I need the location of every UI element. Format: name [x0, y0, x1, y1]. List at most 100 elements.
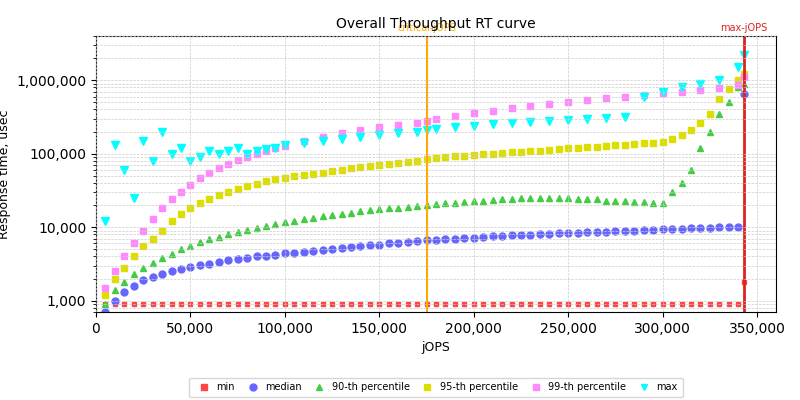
- 99-th percentile: [526, 103, 535, 108]
- max: [101, 219, 110, 224]
- max: [545, 118, 554, 123]
- max: [138, 138, 148, 143]
- max: [602, 115, 611, 120]
- 95-th percentile: [739, 72, 749, 77]
- 99-th percentile: [450, 114, 460, 118]
- 90-th percentile: [223, 232, 233, 237]
- max: [563, 117, 573, 122]
- 99-th percentile: [658, 91, 667, 96]
- 99-th percentile: [186, 182, 195, 187]
- 99-th percentile: [506, 106, 516, 110]
- 90-th percentile: [186, 243, 195, 248]
- max: [119, 168, 129, 172]
- 99-th percentile: [252, 151, 262, 156]
- max: [450, 125, 460, 130]
- 99-th percentile: [696, 88, 706, 92]
- 99-th percentile: [166, 197, 176, 202]
- 99-th percentile: [677, 89, 686, 94]
- max: [639, 94, 649, 99]
- 99-th percentile: [394, 122, 403, 127]
- Line: min: min: [103, 280, 746, 306]
- median: [309, 248, 318, 253]
- Text: max-jOPS: max-jOPS: [720, 23, 767, 33]
- max: [195, 155, 205, 160]
- median: [148, 274, 158, 279]
- 95-th percentile: [148, 236, 158, 241]
- 99-th percentile: [563, 99, 573, 104]
- 99-th percentile: [412, 120, 422, 125]
- 99-th percentile: [422, 118, 431, 123]
- 99-th percentile: [639, 92, 649, 97]
- Text: critical-jOPS: critical-jOPS: [397, 23, 456, 33]
- 99-th percentile: [176, 190, 186, 194]
- max: [166, 151, 176, 156]
- max: [356, 134, 366, 139]
- 90-th percentile: [469, 199, 478, 204]
- max: [318, 138, 327, 143]
- 99-th percentile: [337, 131, 346, 136]
- X-axis label: jOPS: jOPS: [422, 341, 450, 354]
- 99-th percentile: [734, 83, 743, 88]
- max: [696, 81, 706, 86]
- max: [677, 85, 686, 90]
- 99-th percentile: [195, 176, 205, 181]
- 99-th percentile: [280, 144, 290, 148]
- 95-th percentile: [318, 170, 327, 175]
- min: [318, 302, 327, 306]
- max: [394, 131, 403, 136]
- 99-th percentile: [261, 148, 270, 153]
- max: [205, 148, 214, 153]
- 95-th percentile: [223, 190, 233, 194]
- max: [252, 148, 262, 153]
- median: [318, 248, 327, 252]
- max: [714, 78, 724, 83]
- 90-th percentile: [101, 302, 110, 306]
- Line: median: median: [102, 90, 747, 316]
- 99-th percentile: [101, 285, 110, 290]
- 95-th percentile: [309, 172, 318, 176]
- max: [582, 116, 592, 121]
- Line: 90-th percentile: 90-th percentile: [102, 80, 747, 308]
- Line: max: max: [102, 51, 748, 226]
- median: [469, 235, 478, 240]
- median: [101, 310, 110, 314]
- 95-th percentile: [101, 292, 110, 297]
- 99-th percentile: [110, 269, 120, 274]
- 99-th percentile: [148, 216, 158, 221]
- 99-th percentile: [582, 98, 592, 102]
- Legend: min, median, 90-th percentile, 95-th percentile, 99-th percentile, max: min, median, 90-th percentile, 95-th per…: [190, 378, 682, 397]
- max: [158, 129, 167, 134]
- 99-th percentile: [299, 139, 309, 144]
- min: [739, 280, 749, 284]
- 99-th percentile: [318, 135, 327, 140]
- max: [526, 120, 535, 124]
- median: [223, 257, 233, 262]
- 99-th percentile: [158, 206, 167, 211]
- max: [214, 151, 223, 156]
- max: [422, 128, 431, 132]
- max: [280, 143, 290, 148]
- 99-th percentile: [431, 117, 441, 122]
- 99-th percentile: [714, 85, 724, 90]
- 99-th percentile: [739, 75, 749, 80]
- 99-th percentile: [214, 166, 223, 170]
- min: [186, 302, 195, 306]
- max: [176, 146, 186, 150]
- 99-th percentile: [233, 158, 242, 162]
- min: [223, 302, 233, 306]
- 99-th percentile: [119, 254, 129, 259]
- 95-th percentile: [186, 206, 195, 211]
- median: [739, 92, 749, 96]
- 99-th percentile: [242, 154, 252, 159]
- 99-th percentile: [488, 108, 498, 113]
- 99-th percentile: [356, 128, 366, 132]
- max: [469, 123, 478, 128]
- max: [242, 151, 252, 156]
- Line: 99-th percentile: 99-th percentile: [102, 74, 746, 290]
- max: [337, 136, 346, 141]
- max: [739, 53, 749, 58]
- max: [223, 148, 233, 153]
- max: [233, 146, 242, 150]
- median: [186, 264, 195, 269]
- 99-th percentile: [205, 170, 214, 175]
